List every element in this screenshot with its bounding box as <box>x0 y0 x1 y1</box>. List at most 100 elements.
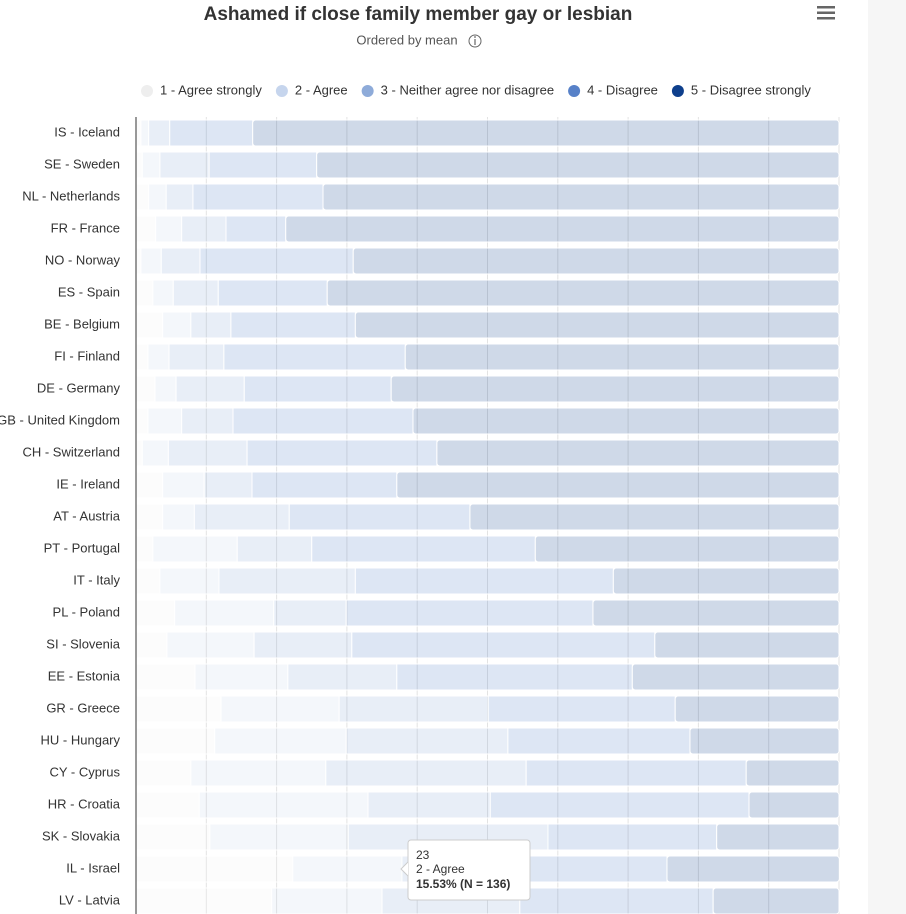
bar-segment[interactable] <box>181 215 227 243</box>
bar-segment[interactable] <box>152 535 238 563</box>
bar-segment[interactable] <box>135 343 149 371</box>
bar-segment[interactable] <box>162 471 205 499</box>
bar-segment[interactable] <box>489 791 750 819</box>
bar-segment[interactable] <box>135 631 168 659</box>
bar-segment[interactable] <box>135 727 216 755</box>
bar-segment[interactable] <box>152 279 174 307</box>
bar-segment[interactable] <box>345 727 509 755</box>
bar-segment[interactable] <box>612 567 840 595</box>
bar-segment[interactable] <box>135 439 143 467</box>
bar-segment[interactable] <box>135 759 192 787</box>
bar-segment[interactable] <box>140 119 150 147</box>
bar-segment[interactable] <box>135 695 222 723</box>
legend-item[interactable]: 3 - Neither agree nor disagree <box>361 82 554 97</box>
bar-segment[interactable] <box>162 311 192 339</box>
bar-segment[interactable] <box>396 471 840 499</box>
bar-segment[interactable] <box>135 791 200 819</box>
bar-segment[interactable] <box>135 663 196 691</box>
bar-segment[interactable] <box>325 759 527 787</box>
bar-segment[interactable] <box>436 439 840 467</box>
bar-segment[interactable] <box>148 183 167 211</box>
bar-segment[interactable] <box>140 247 162 275</box>
bar-segment[interactable] <box>529 855 668 883</box>
bar-segment[interactable] <box>135 471 164 499</box>
bar-segment[interactable] <box>507 727 691 755</box>
bar-segment[interactable] <box>525 759 747 787</box>
bar-segment[interactable] <box>218 567 356 595</box>
bar-segment[interactable] <box>198 791 369 819</box>
bar-segment[interactable] <box>285 215 840 243</box>
bar-segment[interactable] <box>135 119 142 147</box>
bar-segment[interactable] <box>199 247 354 275</box>
bar-segment[interactable] <box>252 119 840 147</box>
bar-segment[interactable] <box>271 887 383 914</box>
bar-segment[interactable] <box>193 503 290 531</box>
bar-segment[interactable] <box>175 375 245 403</box>
bar-segment[interactable] <box>288 503 471 531</box>
bar-segment[interactable] <box>351 631 656 659</box>
bar-segment[interactable] <box>160 247 201 275</box>
legend-item[interactable]: 1 - Agree strongly <box>141 82 262 97</box>
bar-segment[interactable] <box>135 535 154 563</box>
bar-segment[interactable] <box>246 439 438 467</box>
bar-segment[interactable] <box>236 535 313 563</box>
bar-segment[interactable] <box>253 631 353 659</box>
bar-segment[interactable] <box>135 215 157 243</box>
bar-segment[interactable] <box>396 663 633 691</box>
bar-segment[interactable] <box>192 183 324 211</box>
bar-segment[interactable] <box>135 855 294 883</box>
bar-segment[interactable] <box>745 759 840 787</box>
bar-segment[interactable] <box>135 183 150 211</box>
bar-segment[interactable] <box>592 599 840 627</box>
bar-segment[interactable] <box>674 695 840 723</box>
bar-segment[interactable] <box>689 727 840 755</box>
bar-segment[interactable] <box>251 471 398 499</box>
bar-segment[interactable] <box>174 599 275 627</box>
bar-segment[interactable] <box>534 535 840 563</box>
bar-segment[interactable] <box>469 503 840 531</box>
bar-segment[interactable] <box>135 151 143 179</box>
bar-segment[interactable] <box>311 535 536 563</box>
bar-segment[interactable] <box>243 375 392 403</box>
bar-segment[interactable] <box>135 375 156 403</box>
bar-segment[interactable] <box>404 343 840 371</box>
bar-segment[interactable] <box>148 119 171 147</box>
bar-segment[interactable] <box>135 279 154 307</box>
bar-segment[interactable] <box>155 215 183 243</box>
bar-segment[interactable] <box>367 791 491 819</box>
bar-segment[interactable] <box>172 279 219 307</box>
bar-segment[interactable] <box>135 599 176 627</box>
bar-segment[interactable] <box>147 407 183 435</box>
bar-segment[interactable] <box>223 343 406 371</box>
bar-segment[interactable] <box>519 887 714 914</box>
bar-segment[interactable] <box>168 343 225 371</box>
bar-segment[interactable] <box>352 247 840 275</box>
bar-segment[interactable] <box>181 407 234 435</box>
bar-segment[interactable] <box>214 727 347 755</box>
legend-item[interactable]: 4 - Disagree <box>568 82 658 97</box>
bar-segment[interactable] <box>230 311 356 339</box>
bar-segment[interactable] <box>412 407 840 435</box>
bar-segment[interactable] <box>159 567 220 595</box>
bar-segment[interactable] <box>220 695 340 723</box>
bar-segment[interactable] <box>354 567 614 595</box>
bar-segment[interactable] <box>208 151 318 179</box>
bar-segment[interactable] <box>135 503 164 531</box>
bar-segment[interactable] <box>190 311 232 339</box>
bar-segment[interactable] <box>135 567 161 595</box>
bar-segment[interactable] <box>169 119 254 147</box>
bar-segment[interactable] <box>292 855 403 883</box>
bar-segment[interactable] <box>167 439 248 467</box>
bar-segment[interactable] <box>654 631 840 659</box>
bar-segment[interactable] <box>326 279 840 307</box>
bar-segment[interactable] <box>165 183 194 211</box>
bar-segment[interactable] <box>322 183 840 211</box>
legend-item[interactable]: 2 - Agree <box>275 82 348 97</box>
bar-segment[interactable] <box>547 823 718 851</box>
bar-segment[interactable] <box>232 407 414 435</box>
bar-segment[interactable] <box>141 151 161 179</box>
bar-segment[interactable] <box>159 151 210 179</box>
bar-segment[interactable] <box>135 311 164 339</box>
bar-segment[interactable] <box>487 695 676 723</box>
bar-segment[interactable] <box>273 599 347 627</box>
